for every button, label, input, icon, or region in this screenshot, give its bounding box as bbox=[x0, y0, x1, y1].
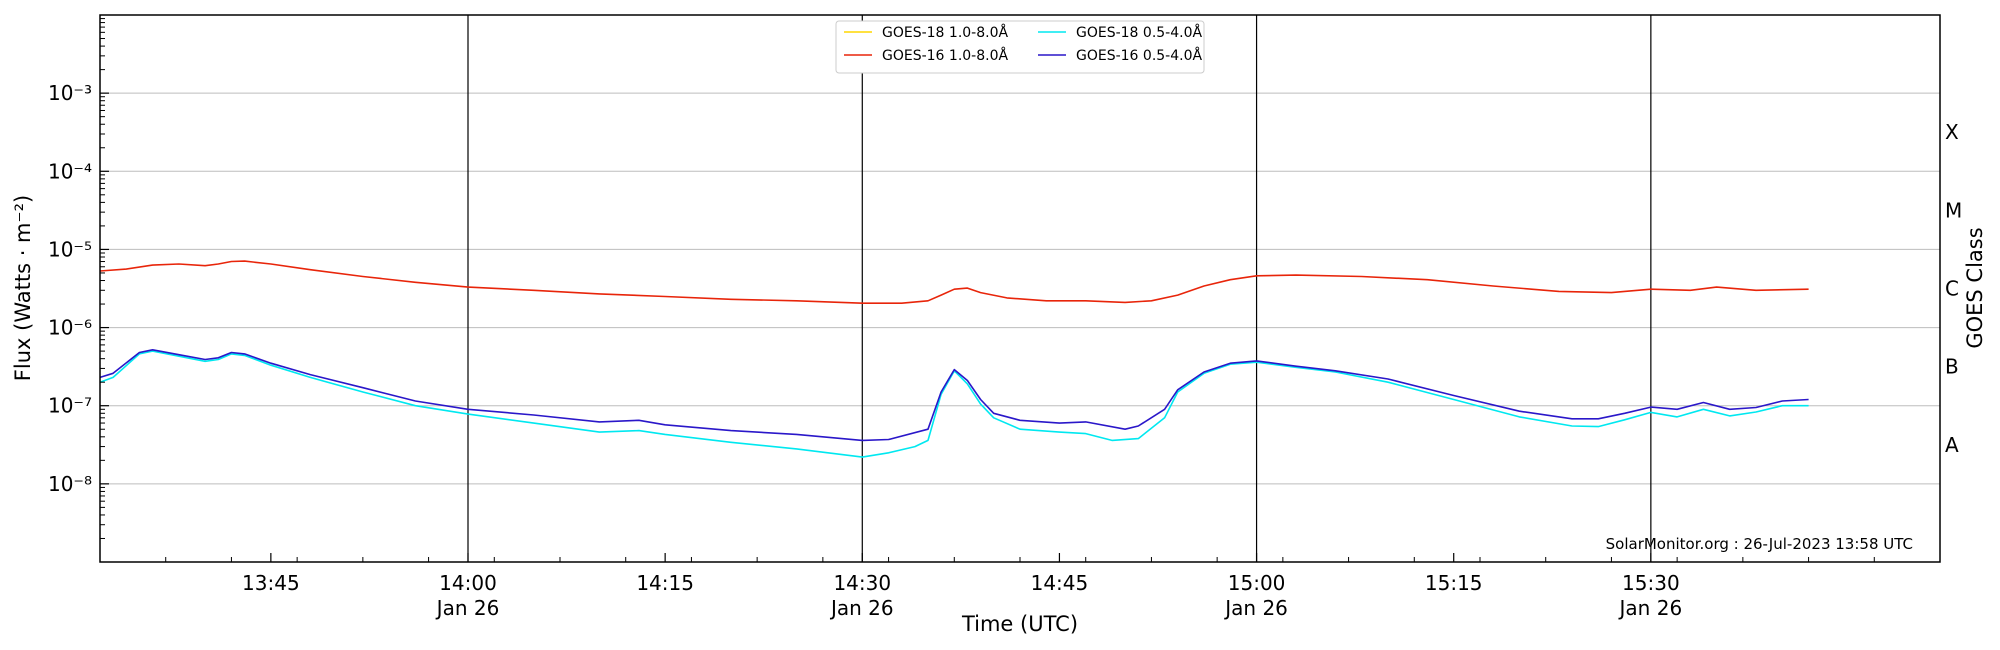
y-tick-label: 10⁻⁵ bbox=[48, 237, 92, 261]
x-tick-label: 13:45 bbox=[242, 571, 300, 595]
x-tick-label: 14:00 bbox=[439, 571, 497, 595]
legend: GOES-18 1.0-8.0Å GOES-16 1.0-8.0Å GOES-18 … bbox=[835, 20, 1205, 74]
day-vertical-lines bbox=[467, 15, 1652, 562]
right-axis-label: GOES Class bbox=[1963, 227, 1987, 348]
x-tick-sublabel: Jan 26 bbox=[829, 596, 894, 620]
series-lines bbox=[99, 260, 1809, 458]
y-axis-label: Flux (Watts · m⁻²) bbox=[11, 195, 35, 381]
y-tick-label: 10⁻⁷ bbox=[48, 394, 92, 418]
legend-items: GOES-18 1.0-8.0Å GOES-16 1.0-8.0Å GOES-18 … bbox=[844, 24, 1202, 64]
goes-class-m: M bbox=[1945, 198, 1962, 222]
legend-box bbox=[835, 20, 1205, 74]
x-tick-sublabel: Jan 26 bbox=[1223, 596, 1288, 620]
x-tick-label: 14:45 bbox=[1031, 571, 1089, 595]
y-tick-label: 10⁻⁸ bbox=[48, 472, 92, 496]
gridlines bbox=[100, 92, 1940, 485]
goes-class-x: X bbox=[1945, 120, 1959, 144]
goes-class-a: A bbox=[1945, 433, 1959, 457]
series-line-3 bbox=[99, 348, 1809, 442]
goes-class-b: B bbox=[1945, 355, 1959, 379]
x-tick-label: 15:30 bbox=[1622, 571, 1680, 595]
y-tick-label: 10⁻⁴ bbox=[48, 159, 92, 183]
x-tick-sublabel: Jan 26 bbox=[1618, 596, 1683, 620]
x-tick-label: 15:15 bbox=[1425, 571, 1483, 595]
goes-class-c: C bbox=[1945, 277, 1959, 301]
x-axis-label: Time (UTC) bbox=[961, 612, 1078, 636]
x-tick-label: 14:30 bbox=[833, 571, 891, 595]
goes-class-labels: A B C M X bbox=[1945, 120, 1962, 457]
y-tick-label: 10⁻⁶ bbox=[48, 316, 92, 340]
legend-label: GOES-18 0.5-4.0Å bbox=[1076, 24, 1202, 41]
x-tick-label: 15:00 bbox=[1228, 571, 1286, 595]
plot-area-frame bbox=[99, 14, 1941, 563]
y-axis-ticks: 10⁻⁸ 10⁻⁷ 10⁻⁶ 10⁻⁵ 10⁻⁴ 10⁻³ bbox=[48, 18, 109, 539]
series-line-1 bbox=[99, 260, 1809, 305]
credit-text: SolarMonitor.org : 26-Jul-2023 13:58 UTC bbox=[1606, 535, 1913, 553]
legend-label: GOES-18 1.0-8.0Å bbox=[882, 24, 1008, 41]
legend-label: GOES-16 1.0-8.0Å bbox=[882, 47, 1008, 64]
series-line-2 bbox=[99, 350, 1809, 458]
y-tick-label: 10⁻³ bbox=[48, 81, 92, 105]
legend-label: GOES-16 0.5-4.0Å bbox=[1076, 47, 1202, 64]
x-tick-label: 14:15 bbox=[636, 571, 694, 595]
x-tick-sublabel: Jan 26 bbox=[435, 596, 500, 620]
